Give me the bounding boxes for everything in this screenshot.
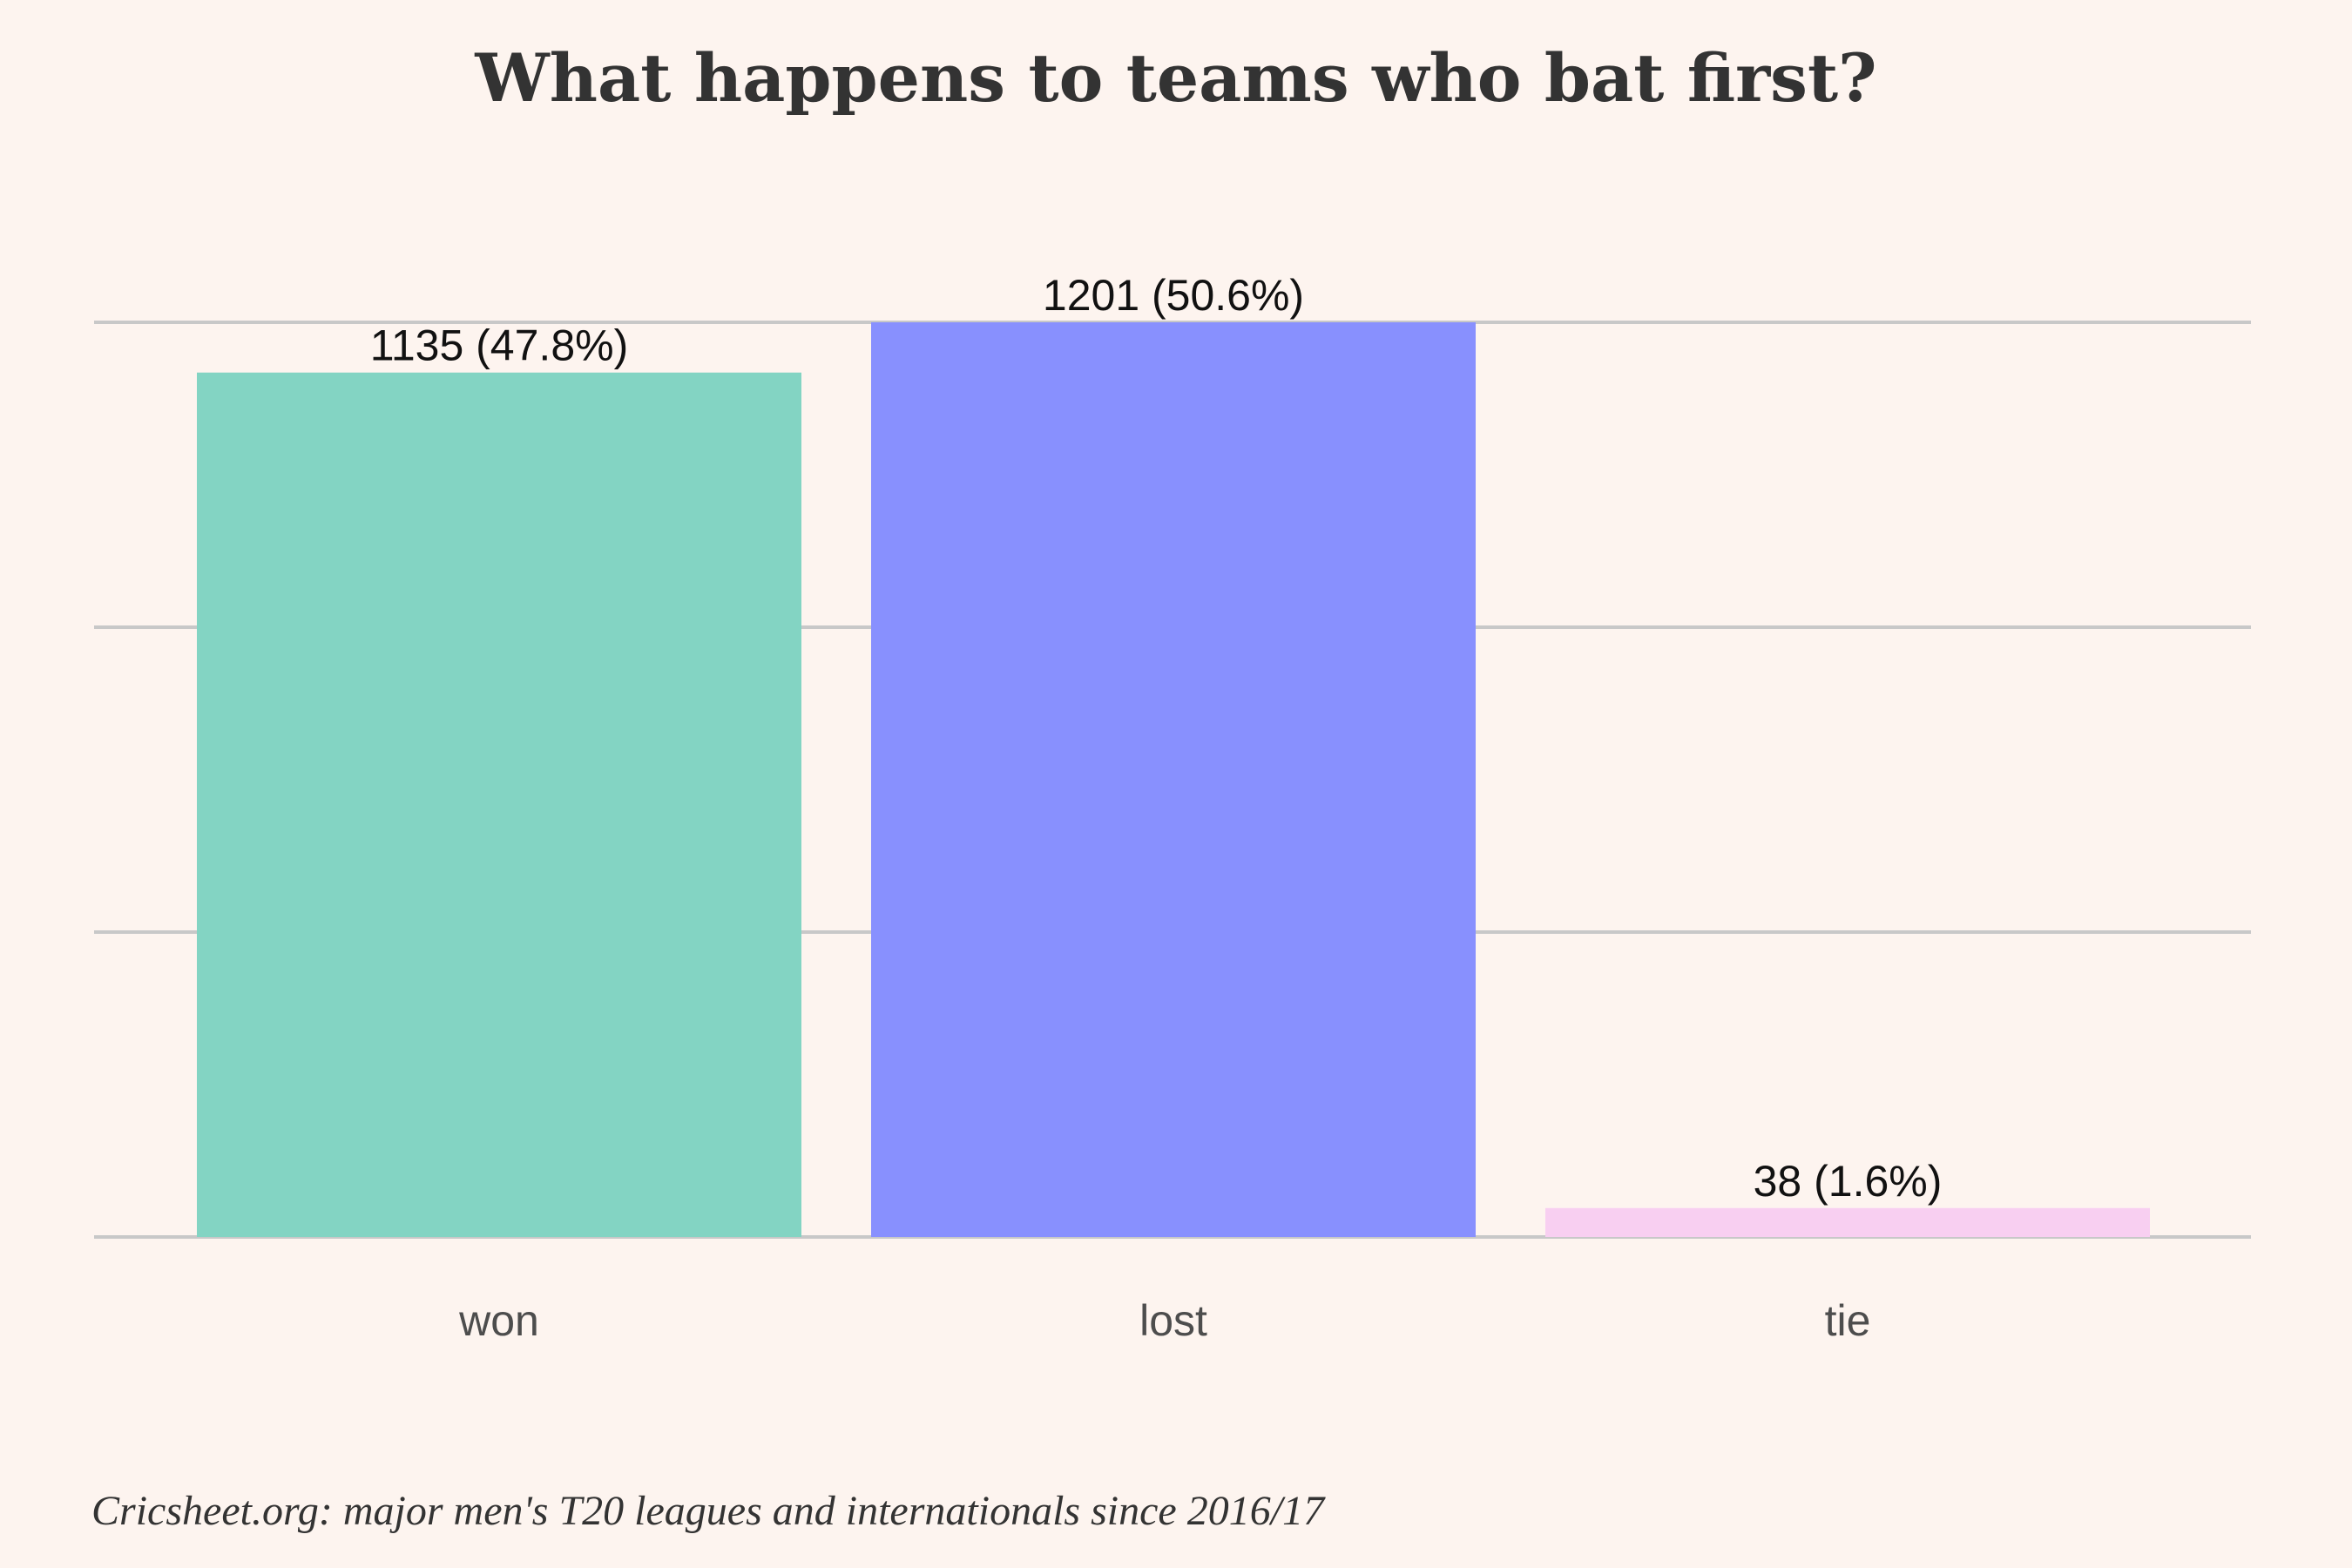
- bar-lost: [871, 322, 1476, 1237]
- bar-value-label-lost: 1201 (50.6%): [1043, 271, 1304, 320]
- bar-won: [197, 372, 801, 1237]
- x-tick-label-won: won: [458, 1296, 539, 1345]
- x-tick-label-tie: tie: [1825, 1296, 1871, 1345]
- x-axis-tick-labels: won lost tie: [458, 1296, 1870, 1345]
- x-tick-label-lost: lost: [1139, 1296, 1207, 1345]
- bar-value-label-won: 1135 (47.8%): [370, 321, 628, 370]
- bar-value-labels: 1135 (47.8%) 1201 (50.6%) 38 (1.6%): [370, 271, 1943, 1206]
- bars: [197, 322, 2150, 1237]
- chart-caption: Cricsheet.org: major men's T20 leagues a…: [91, 1488, 1326, 1534]
- chart-title: What happens to teams who bat first?: [474, 39, 1876, 117]
- bar-tie: [1545, 1207, 2150, 1237]
- bar-value-label-tie: 38 (1.6%): [1754, 1157, 1943, 1206]
